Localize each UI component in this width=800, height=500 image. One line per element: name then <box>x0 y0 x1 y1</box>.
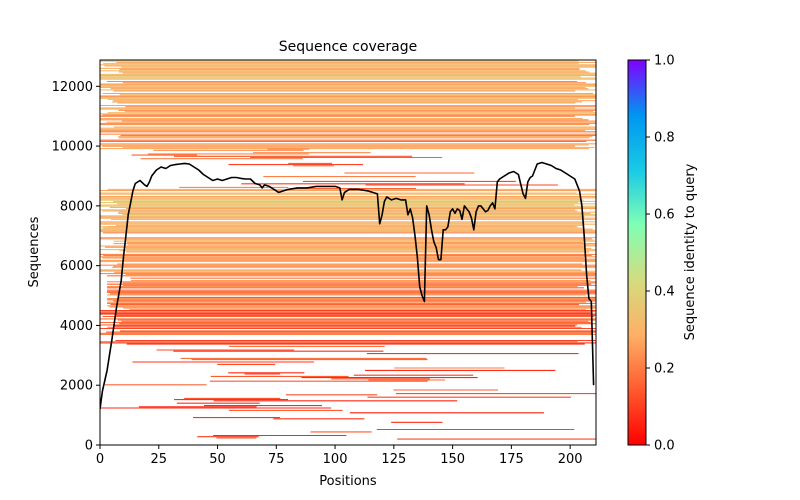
x-tick-label: 125 <box>381 452 406 467</box>
coverage-line-layer <box>100 161 595 410</box>
y-tick-label: 4000 <box>60 319 93 334</box>
coverage-heatmap <box>100 60 596 440</box>
x-tick-label: 100 <box>323 452 348 467</box>
colorbar-tick-label: 0.8 <box>654 131 675 146</box>
colorbar-ticks: 0.0 0.2 0.4 0.6 0.8 1.0 <box>646 54 675 454</box>
x-tick-label: 175 <box>499 452 524 467</box>
coverage-line <box>100 161 595 410</box>
colorbar <box>627 59 647 446</box>
colorbar-tick-label: 0.2 <box>654 362 675 377</box>
chart-title: Sequence coverage <box>279 39 418 55</box>
colorbar-tick-label: 0.6 <box>654 208 675 223</box>
colorbar-tick-label: 1.0 <box>654 54 675 69</box>
x-axis-ticks: 0 25 50 75 100 125 150 175 200 <box>96 445 583 467</box>
y-tick-label: 6000 <box>60 259 93 274</box>
x-tick-label: 0 <box>96 452 104 467</box>
x-axis-label: Positions <box>319 474 377 489</box>
y-axis-ticks: 0 2000 4000 6000 8000 10000 12000 <box>52 80 100 454</box>
colorbar-tick-label: 0.4 <box>654 285 675 300</box>
y-tick-label: 2000 <box>60 379 93 394</box>
y-tick-label: 0 <box>85 439 93 454</box>
plot-frame <box>99 59 597 446</box>
x-tick-label: 200 <box>558 452 583 467</box>
colorbar-tick-label: 0.0 <box>654 439 675 454</box>
y-tick-label: 12000 <box>52 80 93 95</box>
x-tick-label: 75 <box>268 452 285 467</box>
y-tick-label: 10000 <box>52 140 93 155</box>
x-tick-label: 25 <box>150 452 167 467</box>
y-tick-label: 8000 <box>60 199 93 214</box>
y-axis-label: Sequences <box>27 216 42 287</box>
x-tick-label: 150 <box>440 452 465 467</box>
x-tick-label: 50 <box>209 452 226 467</box>
colorbar-label: Sequence identity to query <box>683 163 698 340</box>
